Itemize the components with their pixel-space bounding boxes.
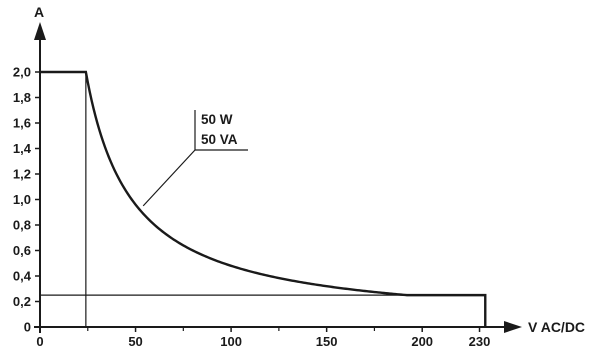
y-tick-label: 1,8 — [13, 90, 31, 105]
y-axis-arrow — [34, 22, 46, 40]
annotation-leader-line — [142, 149, 196, 207]
y-tick-label: 0,4 — [13, 269, 32, 284]
curve-group — [40, 70, 487, 327]
annotation-label: 50 W — [201, 112, 233, 127]
axes-group — [34, 22, 522, 333]
x-axis-arrow — [504, 321, 522, 333]
ticks-group: 0 0,2 0,4 0,6 0,8 1,0 1,2 1,4 1,6 1,8 2,0 0 50 100 150… — [13, 65, 490, 350]
y-tick-label: 1,6 — [13, 116, 31, 131]
y-tick-label: 0 — [24, 320, 31, 335]
x-tick-label: 200 — [411, 334, 433, 349]
y-axis-title: A — [34, 4, 44, 20]
y-tick-label: 0,6 — [13, 243, 31, 258]
x-axis-title: V AC/DC — [528, 319, 585, 335]
y-tick-label: 1,4 — [13, 141, 32, 156]
y-tick-label: 0,8 — [13, 218, 31, 233]
x-tick-label: 100 — [220, 334, 242, 349]
power-curve — [40, 70, 487, 327]
y-tick-label: 1,0 — [13, 192, 31, 207]
y-tick-label: 1,2 — [13, 167, 31, 182]
x-tick-label: 0 — [36, 334, 43, 349]
x-tick-label: 230 — [469, 334, 491, 349]
annotation-group: 50 W 50 VA — [142, 110, 248, 207]
annotation-label: 50 VA — [201, 132, 238, 147]
x-tick-label: 150 — [316, 334, 338, 349]
y-tick-label: 0,2 — [13, 294, 31, 309]
reference-lines — [40, 72, 486, 327]
y-tick-label: 2,0 — [13, 65, 31, 80]
x-tick-label: 50 — [128, 334, 142, 349]
